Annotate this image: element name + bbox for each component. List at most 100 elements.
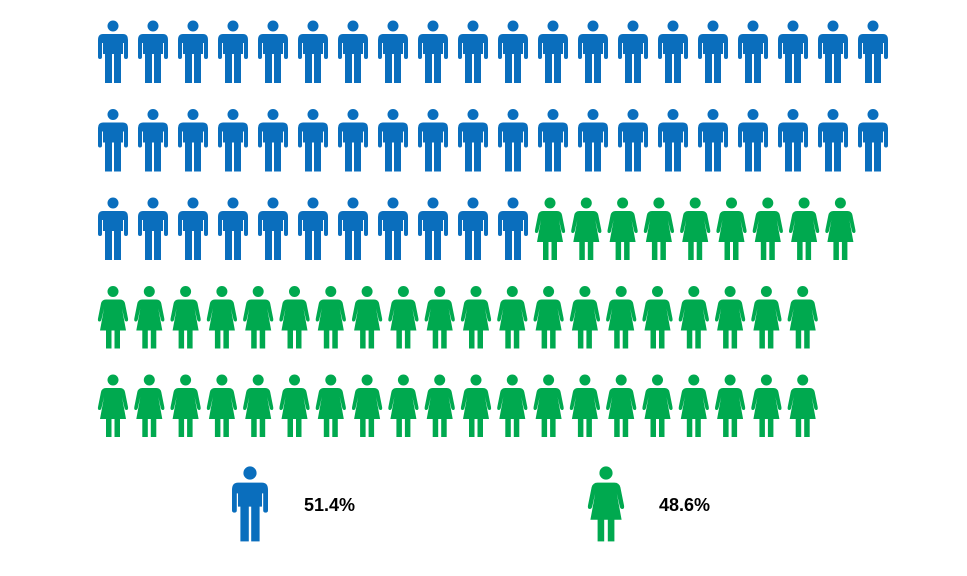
pictogram-icon	[378, 20, 408, 83]
pictogram-icon	[315, 286, 346, 349]
legend-label: 48.6%	[659, 495, 710, 515]
pictogram-icon	[715, 374, 746, 437]
pictogram-icon	[498, 20, 528, 83]
pictogram-icon	[178, 20, 208, 83]
pictogram-icon	[818, 109, 848, 172]
pictogram-icon	[352, 374, 383, 437]
pictogram-icon	[460, 374, 492, 437]
pictogram-icon	[298, 109, 328, 172]
pictogram-icon	[338, 20, 368, 83]
pictogram-icon	[388, 374, 419, 437]
pictogram-icon	[680, 197, 711, 260]
pictogram-icon	[458, 197, 488, 260]
pictogram-icon	[258, 197, 288, 260]
pictogram-icon	[678, 374, 709, 437]
pictogram-icon	[498, 109, 528, 172]
pictogram-icon	[218, 20, 248, 83]
pictogram-icon	[606, 286, 637, 349]
pictogram-icon	[98, 20, 128, 83]
pictogram-icon	[388, 286, 419, 349]
pictogram-icon	[315, 374, 346, 437]
pictogram-icon	[643, 197, 674, 260]
pictogram-icon	[298, 20, 328, 83]
pictogram-icon	[138, 109, 168, 172]
pictogram-icon	[818, 20, 848, 83]
pictogram-icon	[178, 109, 208, 172]
pictogram-icon	[578, 20, 608, 83]
pictogram-icon	[97, 374, 129, 437]
pictogram-icon	[618, 20, 648, 83]
pictogram-icon	[569, 286, 600, 349]
pictogram-icon	[498, 197, 528, 260]
pictogram-icon	[218, 197, 248, 260]
pictogram-icon	[460, 286, 492, 349]
pictogram-icon	[338, 109, 368, 172]
pictogram-icon	[678, 286, 709, 349]
pictogram-icon	[787, 374, 818, 437]
pictogram-icon	[751, 286, 782, 349]
pictogram-icon	[458, 20, 488, 83]
pictogram-icon	[134, 286, 165, 349]
pictogram-icon	[418, 109, 448, 172]
pictogram-icon	[778, 109, 808, 172]
pictogram-icon	[134, 374, 165, 437]
pictogram-icon	[424, 286, 455, 349]
pictogram-icon	[138, 197, 168, 260]
pictogram-icon	[497, 286, 528, 349]
pictogram-icon	[97, 286, 129, 349]
pictogram-icon	[378, 197, 408, 260]
legend-icon	[232, 466, 268, 542]
pictogram-icon	[858, 109, 888, 172]
pictogram-icon	[170, 286, 201, 349]
pictogram-icon	[778, 20, 808, 83]
pictogram-icon	[658, 109, 688, 172]
pictogram-icon	[658, 20, 688, 83]
pictogram-icon	[789, 197, 820, 260]
pictogram-icon	[569, 374, 600, 437]
pictogram-icon	[642, 374, 673, 437]
pictogram-icon	[533, 286, 564, 349]
pictogram-icon	[533, 374, 564, 437]
pictogram-icon	[298, 197, 328, 260]
pictogram-icon	[178, 197, 208, 260]
pictogram-icon	[578, 109, 608, 172]
pictogram-icon	[258, 20, 288, 83]
pictogram-icon	[738, 109, 768, 172]
pictogram-icon	[606, 374, 637, 437]
pictogram-icon	[458, 109, 488, 172]
pictogram-icon	[279, 286, 310, 349]
pictogram-icon	[787, 286, 818, 349]
pictogram-icon	[170, 374, 201, 437]
pictogram-icon	[98, 109, 128, 172]
pictogram-icon	[206, 374, 237, 437]
pictogram-icon	[571, 197, 602, 260]
pictogram-icon	[98, 197, 128, 260]
pictogram-icon	[698, 20, 728, 83]
pictogram-icon	[338, 197, 368, 260]
pictogram-icon	[418, 197, 448, 260]
pictogram-icon	[715, 286, 746, 349]
pictogram-icon	[698, 109, 728, 172]
pictogram-icon	[218, 109, 248, 172]
pictogram-icon	[618, 109, 648, 172]
pictogram-icon	[607, 197, 638, 260]
pictogram-icon	[716, 197, 747, 260]
pictogram-icon	[279, 374, 310, 437]
pictogram-icon	[752, 197, 783, 260]
pictogram-icon	[738, 20, 768, 83]
pictogram-icon	[138, 20, 168, 83]
pictogram-icon	[497, 374, 528, 437]
pictogram-icon	[751, 374, 782, 437]
pictogram-icon	[243, 374, 274, 437]
pictogram-icon	[534, 197, 566, 260]
pictogram-icon	[538, 109, 568, 172]
pictogram-icon	[243, 286, 274, 349]
pictogram-icon	[825, 197, 856, 260]
pictogram-icon	[538, 20, 568, 83]
pictogram-icon	[424, 374, 455, 437]
pictogram-icon	[258, 109, 288, 172]
legend-label: 51.4%	[304, 495, 355, 515]
pictogram-icon	[378, 109, 408, 172]
